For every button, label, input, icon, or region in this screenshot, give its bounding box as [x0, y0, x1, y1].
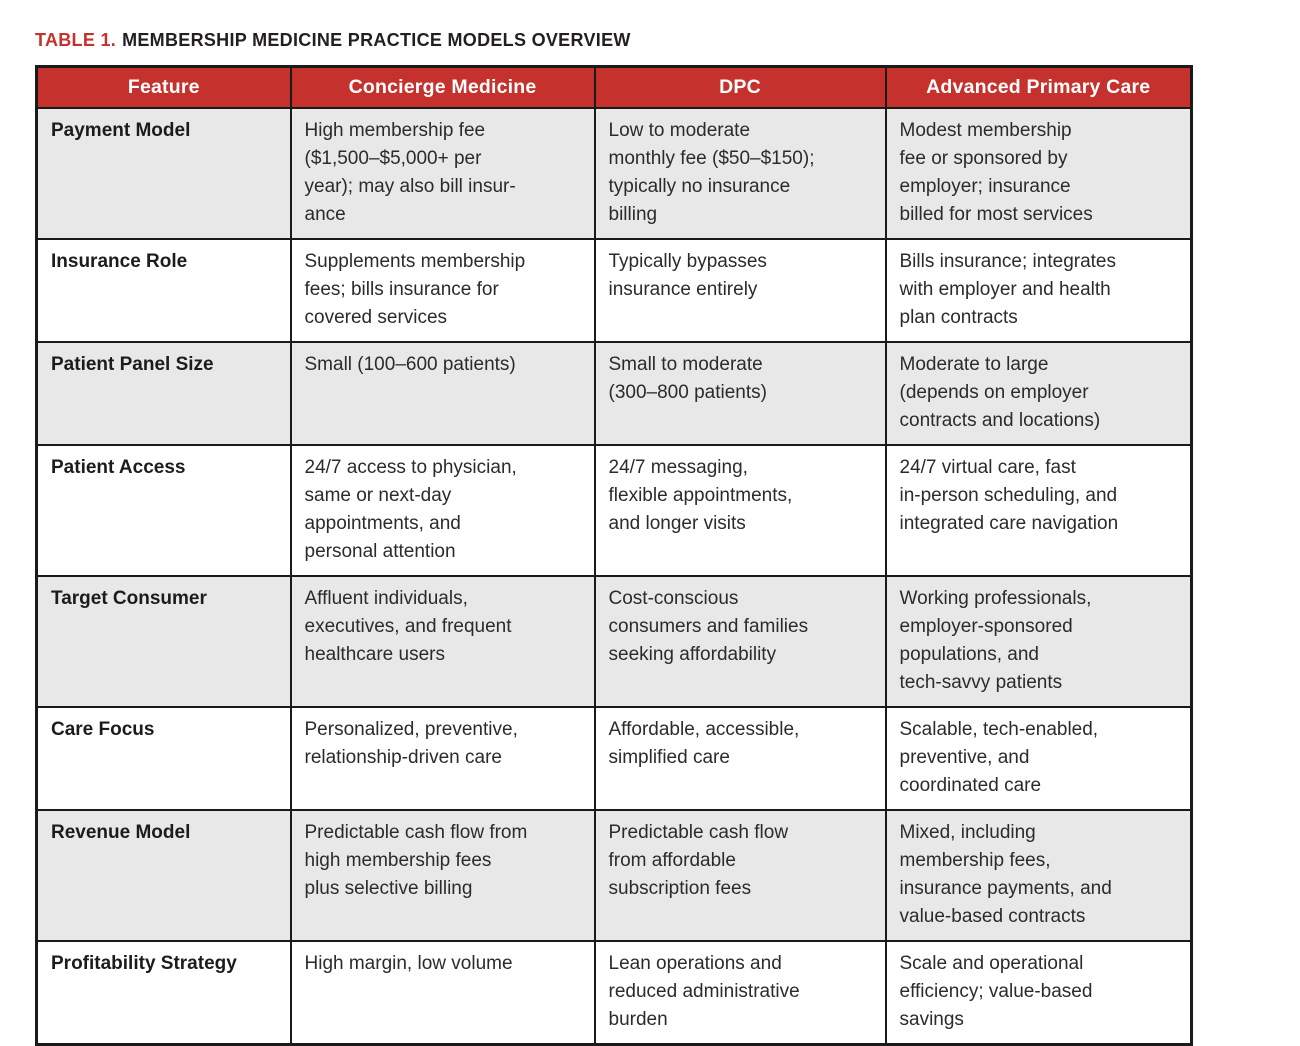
apc-cell: Scalable, tech-enabled, preventive, and …: [884, 706, 1193, 811]
apc-cell: Moderate to large (depends on employer c…: [884, 341, 1193, 446]
feature-cell: Profitability Strategy: [35, 940, 292, 1046]
apc-cell: 24/7 virtual care, fast in-person schedu…: [884, 444, 1193, 577]
apc-cell: Scale and operational efficiency; value-…: [884, 940, 1193, 1046]
dpc-cell: 24/7 messaging, flexible appointments, a…: [593, 444, 887, 577]
table-row: Target Consumer Affluent individuals, ex…: [35, 575, 1193, 708]
apc-cell: Mixed, including membership fees, insura…: [884, 809, 1193, 942]
feature-cell: Patient Panel Size: [35, 341, 292, 446]
table-row: Profitability Strategy High margin, low …: [35, 940, 1193, 1046]
dpc-cell: Affordable, accessible, simplified care: [593, 706, 887, 811]
table-caption-label: TABLE 1.: [35, 30, 117, 50]
feature-cell: Care Focus: [35, 706, 292, 811]
column-header-dpc: DPC: [593, 65, 887, 109]
concierge-cell: Small (100–600 patients): [289, 341, 596, 446]
page: TABLE 1. MEMBERSHIP MEDICINE PRACTICE MOD…: [35, 0, 1193, 1046]
table-caption: TABLE 1. MEMBERSHIP MEDICINE PRACTICE MOD…: [35, 30, 1190, 51]
table-row: Patient Panel Size Small (100–600 patien…: [35, 341, 1193, 446]
dpc-cell: Cost-conscious consumers and families se…: [593, 575, 887, 708]
concierge-cell: High margin, low volume: [289, 940, 596, 1046]
column-header-feature: Feature: [35, 65, 292, 109]
feature-cell: Insurance Role: [35, 238, 292, 343]
table-caption-title: MEMBERSHIP MEDICINE PRACTICE MODELS OVER…: [122, 30, 631, 50]
concierge-cell: Personalized, preventive, relationship-d…: [289, 706, 596, 811]
apc-cell: Modest membership fee or sponsored by em…: [884, 107, 1193, 240]
table-row: Revenue Model Predictable cash flow from…: [35, 809, 1193, 942]
concierge-cell: Affluent individuals, executives, and fr…: [289, 575, 596, 708]
concierge-cell: Supplements membership fees; bills insur…: [289, 238, 596, 343]
table-row: Insurance Role Supplements membership fe…: [35, 238, 1193, 343]
dpc-cell: Low to moderate monthly fee ($50–$150); …: [593, 107, 887, 240]
concierge-cell: 24/7 access to physician, same or next-d…: [289, 444, 596, 577]
dpc-cell: Typically bypasses insurance entirely: [593, 238, 887, 343]
table-row: Payment Model High membership fee ($1,50…: [35, 107, 1193, 240]
header-row: Feature Concierge Medicine DPC Advanced …: [35, 65, 1193, 109]
dpc-cell: Predictable cash flow from affordable su…: [593, 809, 887, 942]
column-header-concierge-medicine: Concierge Medicine: [289, 65, 596, 109]
column-header-advanced-primary-care: Advanced Primary Care: [884, 65, 1193, 109]
feature-cell: Payment Model: [35, 107, 292, 240]
feature-cell: Target Consumer: [35, 575, 292, 708]
table-row: Care Focus Personalized, preventive, rel…: [35, 706, 1193, 811]
concierge-cell: High membership fee ($1,500–$5,000+ per …: [289, 107, 596, 240]
dpc-cell: Lean operations and reduced administrati…: [593, 940, 887, 1046]
dpc-cell: Small to moderate (300–800 patients): [593, 341, 887, 446]
table-row: Patient Access 24/7 access to physician,…: [35, 444, 1193, 577]
concierge-cell: Predictable cash flow from high membersh…: [289, 809, 596, 942]
apc-cell: Working professionals, employer-sponsore…: [884, 575, 1193, 708]
feature-cell: Patient Access: [35, 444, 292, 577]
apc-cell: Bills insurance; integrates with employe…: [884, 238, 1193, 343]
practice-models-table: Feature Concierge Medicine DPC Advanced …: [35, 65, 1193, 1046]
feature-cell: Revenue Model: [35, 809, 292, 942]
